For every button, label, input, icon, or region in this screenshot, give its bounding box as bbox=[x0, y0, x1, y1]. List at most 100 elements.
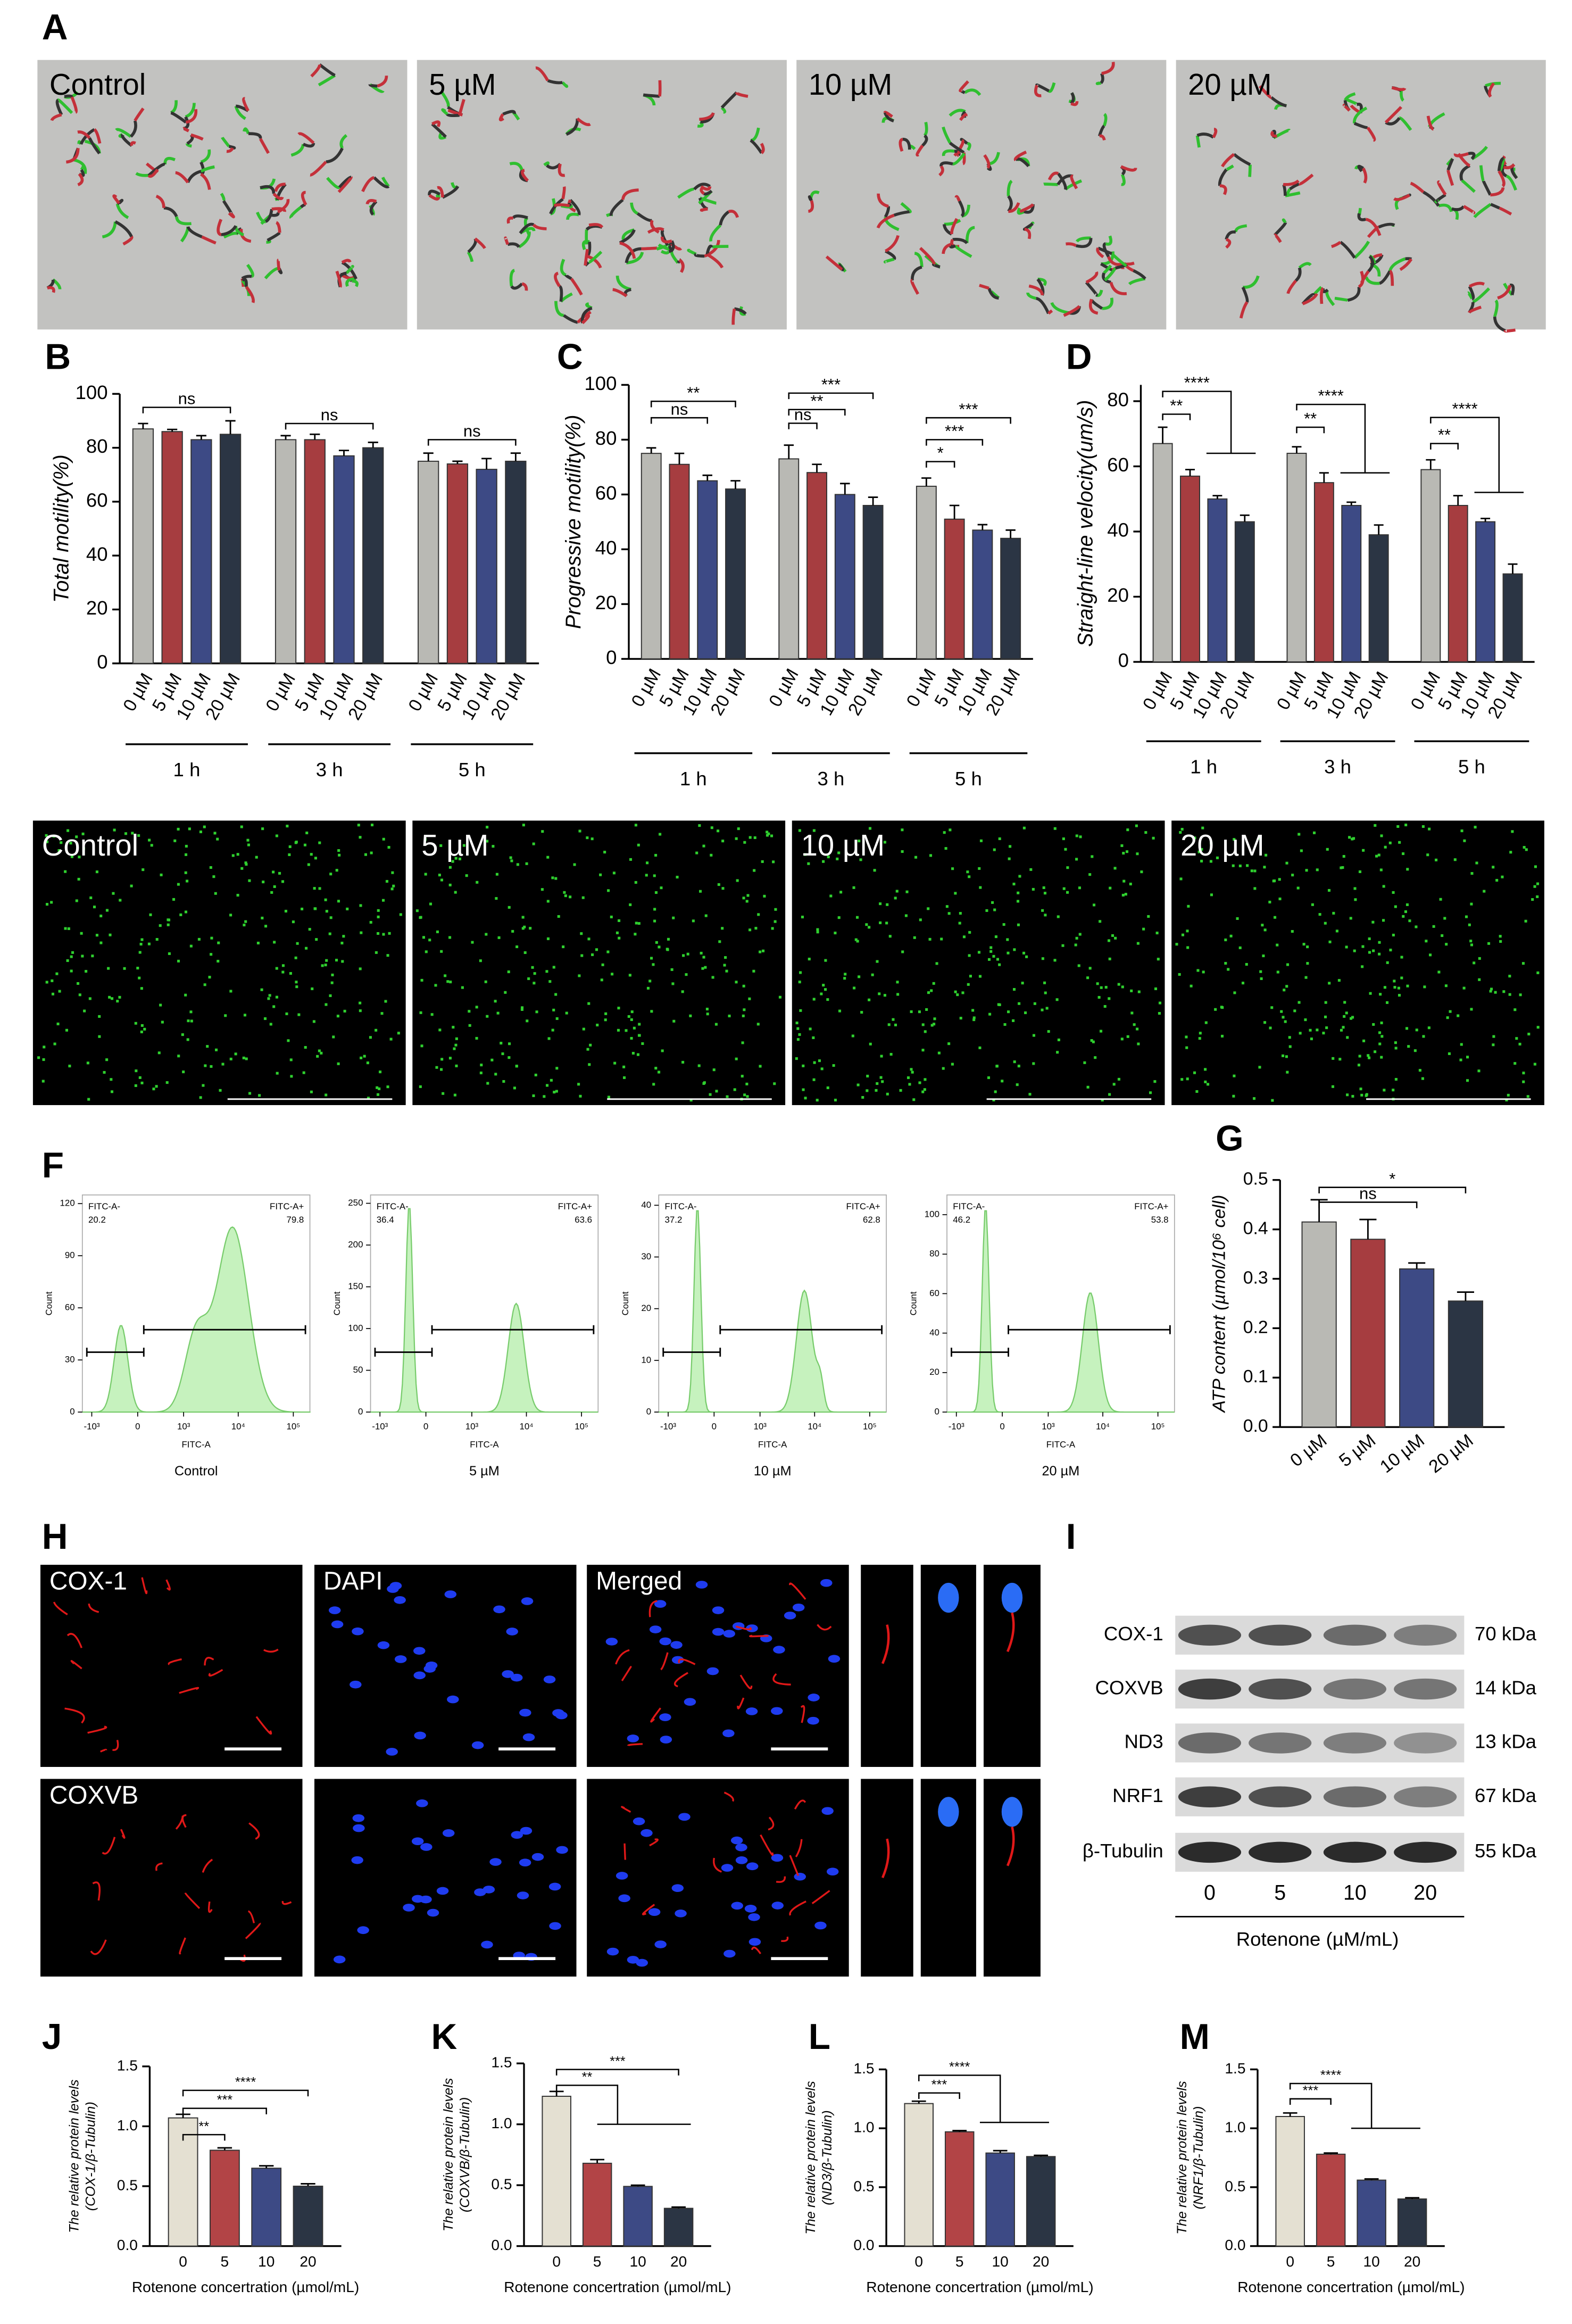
green-dot bbox=[492, 845, 495, 848]
green-dot bbox=[243, 1014, 247, 1017]
green-dot bbox=[287, 1039, 290, 1042]
green-dot bbox=[883, 994, 886, 997]
green-dot bbox=[1055, 998, 1059, 1001]
sperm-track bbox=[563, 314, 578, 324]
green-dot bbox=[998, 1003, 1001, 1007]
significance-bracket bbox=[650, 417, 709, 424]
bar bbox=[725, 488, 746, 660]
green-dot bbox=[440, 1068, 443, 1071]
green-dot bbox=[961, 991, 964, 994]
green-dot bbox=[1353, 949, 1356, 952]
sperm-track bbox=[647, 227, 664, 234]
green-dot bbox=[541, 830, 544, 833]
sperm-track bbox=[709, 224, 722, 242]
sperm-track bbox=[586, 254, 602, 269]
image-label: COX-1 bbox=[49, 1567, 127, 1595]
sperm-track bbox=[1109, 281, 1127, 295]
green-dot bbox=[1047, 1030, 1050, 1033]
significance-bracket bbox=[1318, 1201, 1418, 1208]
group-label: 1 h bbox=[1190, 756, 1217, 777]
significance-bracket bbox=[1289, 2082, 1420, 2129]
nucleus bbox=[420, 1895, 432, 1904]
green-dot bbox=[866, 1089, 869, 1092]
sperm-track bbox=[1110, 252, 1127, 267]
sperm-track bbox=[1096, 247, 1104, 259]
green-dot bbox=[660, 886, 663, 890]
green-dot bbox=[601, 963, 604, 966]
green-dot bbox=[827, 856, 830, 859]
significance-bracket bbox=[1318, 1186, 1467, 1193]
green-dot bbox=[480, 1064, 483, 1067]
sperm-track bbox=[155, 194, 165, 208]
bar bbox=[505, 460, 527, 664]
green-dot bbox=[1297, 1001, 1301, 1004]
tail-signal bbox=[795, 1839, 803, 1857]
green-dot bbox=[51, 992, 55, 995]
green-dot bbox=[1483, 890, 1486, 893]
green-dot bbox=[1398, 994, 1401, 997]
sperm-track bbox=[1344, 92, 1356, 101]
significance-label: *** bbox=[945, 421, 964, 440]
y-tick-label: 1.0 bbox=[117, 2117, 138, 2134]
green-dot bbox=[139, 943, 143, 946]
green-dot bbox=[1405, 1027, 1409, 1030]
green-dot bbox=[85, 970, 88, 973]
green-dot bbox=[1368, 1056, 1371, 1059]
green-dot bbox=[1288, 1036, 1291, 1039]
green-dot bbox=[444, 974, 447, 977]
green-dot bbox=[165, 1081, 169, 1084]
green-dot bbox=[1337, 979, 1341, 982]
sperm-track bbox=[558, 163, 565, 177]
sperm-track bbox=[566, 212, 579, 220]
green-dot bbox=[281, 880, 285, 883]
green-dot bbox=[745, 900, 748, 903]
sperm-track bbox=[876, 213, 895, 229]
nucleus bbox=[746, 1624, 758, 1632]
sperm-track bbox=[1501, 163, 1508, 178]
green-dot bbox=[118, 995, 121, 999]
sperm-track bbox=[1128, 277, 1146, 286]
green-dot bbox=[994, 935, 997, 939]
sperm-track bbox=[687, 248, 697, 256]
green-dot bbox=[1362, 1039, 1366, 1042]
nucleus bbox=[745, 1707, 758, 1715]
nucleus-zoom bbox=[1001, 1797, 1023, 1827]
green-dot bbox=[1012, 883, 1016, 886]
sperm-track bbox=[310, 64, 321, 78]
nucleus bbox=[531, 1853, 544, 1861]
green-dot bbox=[837, 851, 841, 854]
green-dot bbox=[1299, 1032, 1302, 1035]
green-dot bbox=[726, 1095, 729, 1098]
green-dot bbox=[951, 867, 954, 870]
green-dot bbox=[284, 909, 287, 913]
green-dot bbox=[1508, 975, 1511, 978]
green-dot bbox=[1382, 919, 1385, 922]
green-dot bbox=[1389, 949, 1392, 952]
green-dot bbox=[1032, 1034, 1036, 1037]
green-dot bbox=[813, 1061, 816, 1064]
green-dot bbox=[578, 974, 581, 977]
sperm-track bbox=[965, 226, 975, 244]
sperm-track bbox=[706, 253, 724, 269]
blot-band bbox=[1323, 1786, 1387, 1807]
sperm-track bbox=[1095, 81, 1102, 85]
nucleus bbox=[389, 1582, 402, 1590]
green-dot bbox=[1508, 993, 1511, 996]
image-label: 5 µM bbox=[421, 828, 488, 862]
green-dot bbox=[51, 979, 54, 982]
green-dot bbox=[612, 872, 616, 875]
nucleus bbox=[328, 1606, 341, 1614]
bar bbox=[669, 463, 690, 660]
significance-bracket bbox=[1296, 426, 1325, 434]
sperm-track bbox=[1047, 82, 1056, 93]
sperm-track bbox=[1340, 240, 1356, 259]
green-dot bbox=[177, 883, 180, 886]
if-image bbox=[40, 1779, 303, 1977]
green-dot bbox=[1057, 915, 1060, 918]
green-dot bbox=[910, 1068, 913, 1071]
sperm-track bbox=[1302, 293, 1318, 305]
sperm-track bbox=[1400, 90, 1404, 102]
green-dot bbox=[308, 928, 311, 931]
green-dot bbox=[563, 891, 566, 894]
green-dot bbox=[1044, 991, 1047, 994]
